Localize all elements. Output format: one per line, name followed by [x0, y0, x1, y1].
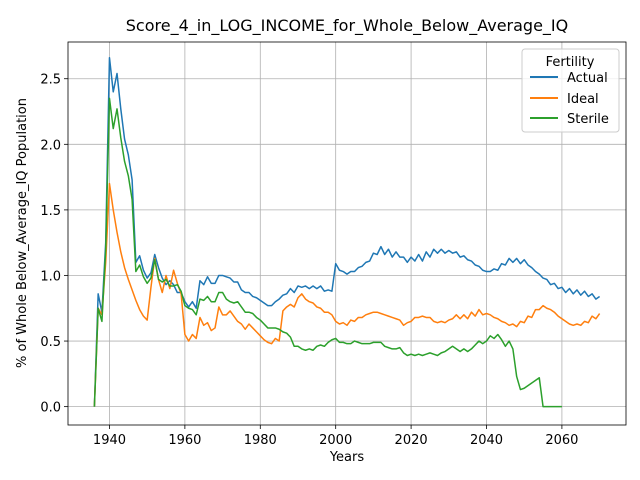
x-tick-label: 1980 — [244, 433, 277, 448]
x-tick-label: 2060 — [545, 433, 578, 448]
y-tick-label: 1.0 — [40, 269, 61, 284]
x-tick-label: 2020 — [395, 433, 428, 448]
y-tick-label: 1.5 — [40, 204, 61, 219]
legend-label-actual: Actual — [567, 71, 608, 86]
chart-title: Score_4_in_LOG_INCOME_for_Whole_Below_Av… — [126, 16, 568, 36]
legend-label-ideal: Ideal — [567, 92, 599, 107]
legend-box — [521, 48, 620, 133]
y-tick-label: 2.5 — [40, 73, 61, 88]
y-tick-label: 2.0 — [40, 138, 61, 153]
grid — [68, 42, 626, 425]
y-axis-label: % of Whole Below_Average_IQ Population — [15, 98, 30, 368]
x-tick-label: 1960 — [168, 433, 201, 448]
y-tick-label: 0.0 — [40, 401, 61, 416]
plot-frame — [67, 41, 627, 426]
x-axis: 1940 1960 1980 2000 2020 2040 2060 — [93, 425, 578, 448]
x-axis-label: Years — [329, 450, 365, 465]
x-tick-label: 1940 — [93, 433, 126, 448]
y-tick-label: 0.5 — [40, 335, 61, 350]
series-lines — [93, 56, 601, 408]
series-line-actual — [93, 56, 601, 407]
legend-label-sterile: Sterile — [567, 112, 609, 127]
x-tick-label: 2040 — [470, 433, 503, 448]
x-tick-label: 2000 — [319, 433, 352, 448]
legend: Fertility Actual Ideal Sterile — [521, 48, 620, 133]
series-line-sterile — [93, 97, 562, 408]
legend-title: Fertility — [546, 55, 595, 70]
y-axis: 0.0 0.5 1.0 1.5 2.0 2.5 — [40, 73, 68, 416]
